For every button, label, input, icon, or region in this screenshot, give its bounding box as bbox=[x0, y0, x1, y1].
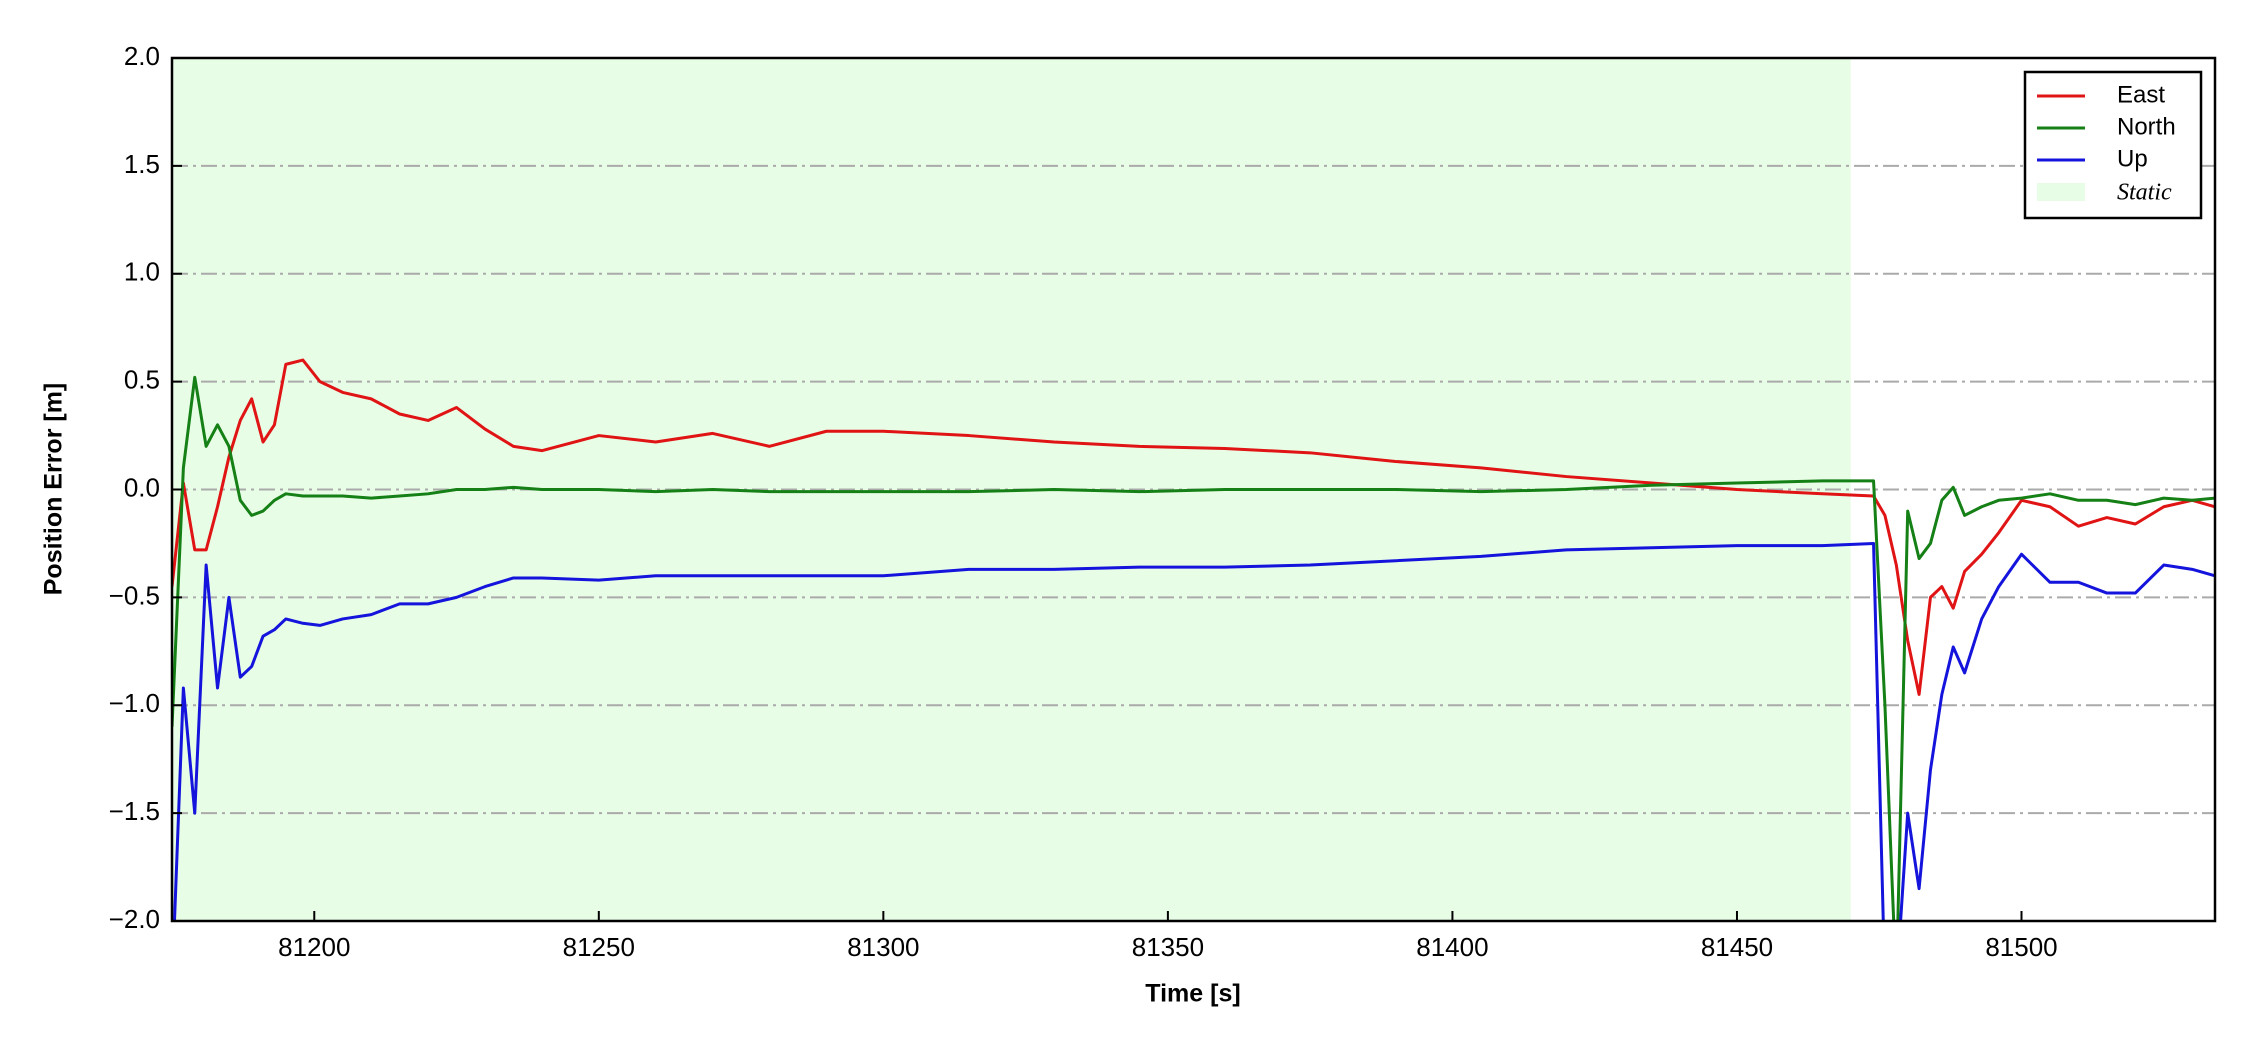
y-tick-label: −2.0 bbox=[109, 904, 160, 934]
legend: East North Up Static bbox=[2023, 70, 2203, 220]
axes: −2.0 −1.5 −1.0 −0.5 0.0 0.5 1.0 1.5 2.0 81200 8125… bbox=[109, 41, 2058, 962]
x-tick-label: 81500 bbox=[1985, 932, 2057, 962]
y-tick-label: −1.5 bbox=[109, 796, 160, 826]
x-tick-label: 81200 bbox=[278, 932, 350, 962]
legend-label: Up bbox=[2117, 145, 2148, 172]
y-tick-label: 0.0 bbox=[124, 472, 160, 502]
legend-swatch bbox=[2037, 183, 2085, 201]
x-axis-title: Time [s] bbox=[1145, 980, 1240, 1008]
x-tick-label: 81350 bbox=[1132, 932, 1204, 962]
y-tick-label: 1.0 bbox=[124, 257, 160, 287]
y-tick-label: −1.0 bbox=[109, 688, 160, 718]
x-tick-label: 81300 bbox=[847, 932, 919, 962]
x-tick-label: 81250 bbox=[563, 932, 635, 962]
x-tick-label: 81400 bbox=[1416, 932, 1488, 962]
x-tick-label: 81450 bbox=[1701, 932, 1773, 962]
plot-area bbox=[172, 58, 2215, 921]
y-tick-label: −0.5 bbox=[109, 580, 160, 610]
series-line bbox=[172, 358, 2215, 696]
plot-frame bbox=[170, 56, 2217, 923]
y-tick-label: 2.0 bbox=[124, 41, 160, 71]
y-tick-label: 1.5 bbox=[124, 149, 160, 179]
series-line bbox=[172, 541, 2215, 921]
series-line bbox=[172, 375, 2215, 921]
legend-label: East bbox=[2117, 81, 2165, 108]
y-axis-title: Position Error [m] bbox=[40, 383, 68, 596]
y-tick-label: 0.5 bbox=[124, 365, 160, 395]
legend-label: North bbox=[2117, 113, 2176, 140]
legend-label: Static bbox=[2117, 180, 2172, 206]
